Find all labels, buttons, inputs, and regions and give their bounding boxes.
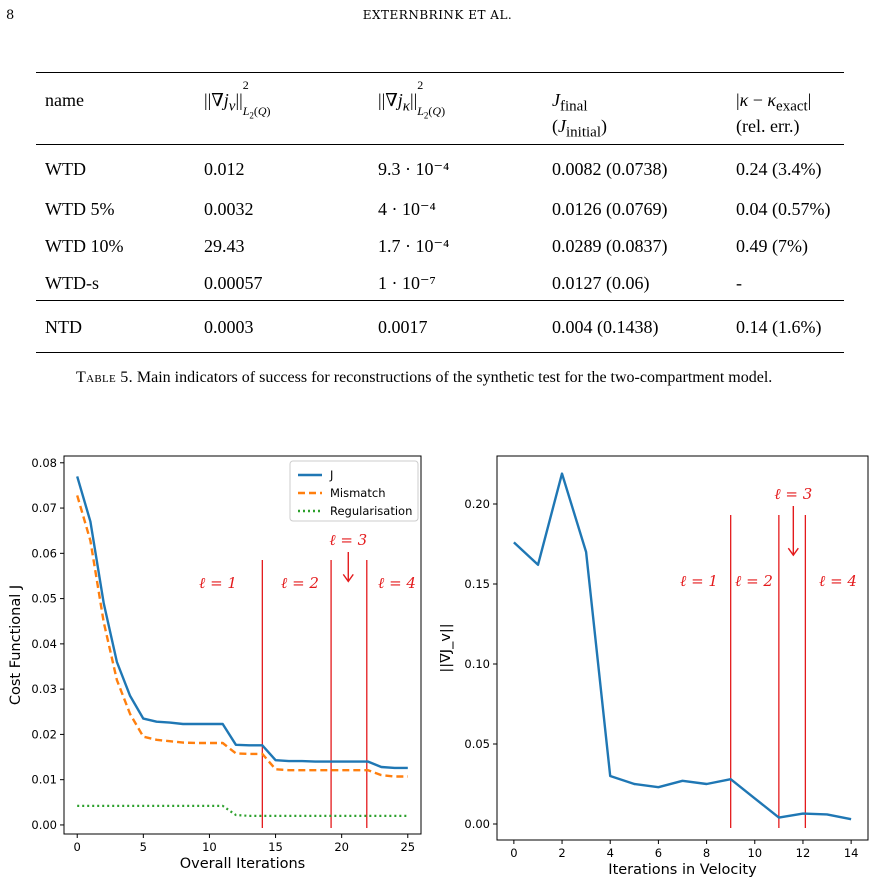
legend-label: Mismatch — [330, 486, 385, 500]
legend-label: J — [329, 468, 333, 482]
y-tick-label: 0.04 — [31, 637, 57, 651]
caption-text: Main indicators of success for reconstru… — [136, 369, 773, 386]
x-tick-label: 25 — [400, 840, 415, 854]
cell-grad-jv: 29.43 — [204, 235, 245, 256]
level-label: ℓ = 4 — [378, 574, 416, 592]
level-label: ℓ = 3 — [774, 485, 812, 503]
cell-j: 0.004 (0.1438) — [543, 300, 727, 353]
cell-grad-jv: 0.0003 — [195, 300, 369, 353]
cell-grad-jv: 0.00057 — [204, 272, 263, 293]
cell-name: WTD — [45, 159, 86, 179]
cell-grad-jv: 0.0032 — [204, 198, 254, 219]
results-table: name ||∇jv|| 2 L2(Q) ||∇jκ|| 2 L2(Q) Jfinal(… — [36, 72, 844, 353]
level-label: ℓ = 1 — [199, 574, 237, 592]
x-tick-label: 8 — [703, 846, 710, 860]
table-caption: Table 5. Main indicators of success for … — [76, 367, 816, 389]
y-tick-label: 0.05 — [31, 592, 57, 606]
legend-label: Regularisation — [330, 504, 412, 518]
table-row: WTD 0.012 9.3 · 10⁻⁴ 0.0082 (0.0738) 0.2… — [36, 145, 844, 190]
cell-grad-jk: 0.0017 — [369, 300, 543, 353]
cell-kappa: 0.04 (0.57%) — [736, 198, 831, 219]
x-axis-label: Overall Iterations — [180, 856, 306, 872]
gradient-velocity-chart: 0 2 4 6 8 10 12 14 0.00 0.05 0.10 0.15 0.20 Iteration… — [440, 455, 869, 878]
cell-grad-jk: 1.7 · 10⁻⁴ — [378, 235, 450, 256]
cell-kappa: 0.49 (7%) — [736, 235, 808, 256]
col-header-grad-jv: ||∇jv|| 2 L2(Q) — [195, 72, 369, 145]
cell-grad-jk: 4 · 10⁻⁴ — [378, 198, 436, 219]
x-tick-label: 0 — [74, 840, 81, 854]
cell-name: WTD-s — [45, 272, 99, 293]
y-axis-label: Cost Functional J — [8, 585, 24, 705]
x-tick-label: 12 — [796, 846, 811, 860]
table-row: WTD-s 0.00057 1 · 10⁻⁷ 0.0127 (0.06) - — [36, 264, 844, 301]
cell-j: 0.0289 (0.0837) — [552, 235, 668, 256]
y-tick-label: 0.06 — [31, 546, 57, 560]
cost-functional-chart: 0 5 10 15 20 25 0.00 0.01 0.02 0.03 0.04 0.05 0.06 0.… — [8, 455, 422, 872]
series-line-j — [76, 476, 408, 770]
x-tick-label: 5 — [140, 840, 147, 854]
table-row: WTD 5% 0.0032 4 · 10⁻⁴ 0.0126 (0.0769) 0… — [36, 190, 844, 227]
y-tick-label: 0.02 — [31, 727, 57, 741]
series-line-regularisation — [77, 804, 408, 817]
x-tick-label: 14 — [844, 846, 859, 860]
running-head-title: EXTERNBRINK ET AL. — [362, 8, 513, 22]
y-axis-label: ||∇J_v|| — [440, 623, 454, 672]
cell-name: WTD 5% — [45, 198, 115, 219]
col-header-name: name — [36, 72, 195, 145]
cell-kappa: 0.14 (1.6%) — [727, 300, 844, 353]
level-label: ℓ = 4 — [819, 572, 857, 590]
x-tick-label: 10 — [202, 840, 217, 854]
table-header-row: name ||∇jv|| 2 L2(Q) ||∇jκ|| 2 L2(Q) Jfinal(… — [36, 72, 844, 145]
y-tick-label: 0.20 — [464, 497, 490, 511]
y-tick-label: 0.07 — [31, 501, 57, 515]
y-tick-label: 0.00 — [464, 817, 490, 831]
x-tick-label: 0 — [510, 846, 517, 860]
y-tick-label: 0.15 — [464, 577, 490, 591]
cell-j: 0.0082 (0.0738) — [552, 159, 668, 179]
plot-frame — [63, 455, 422, 835]
x-tick-label: 20 — [334, 840, 349, 854]
table-row: NTD 0.0003 0.0017 0.004 (0.1438) 0.14 (1… — [36, 300, 844, 353]
cell-name: WTD 10% — [45, 235, 124, 256]
col-header-kappa-error: |κ − κexact| (rel. err.) — [727, 72, 844, 145]
series-line-grad-jv — [513, 472, 852, 821]
cell-grad-jk: 9.3 · 10⁻⁴ — [378, 159, 450, 179]
x-tick-label: 15 — [268, 840, 283, 854]
page-number: 8 — [6, 8, 15, 23]
cell-j: 0.0126 (0.0769) — [552, 198, 668, 219]
level-label: ℓ = 3 — [329, 531, 367, 549]
col-header-grad-jk: ||∇jκ|| 2 L2(Q) — [369, 72, 543, 145]
x-tick-label: 10 — [747, 846, 762, 860]
x-tick-label: 2 — [558, 846, 565, 860]
y-tick-label: 0.03 — [31, 682, 57, 696]
level-label: ℓ = 1 — [680, 572, 718, 590]
plot-frame — [496, 455, 869, 841]
caption-label: Table 5. — [76, 369, 133, 386]
series-line-mismatch — [76, 495, 408, 778]
y-tick-label: 0.00 — [31, 818, 57, 832]
cell-kappa: - — [736, 272, 742, 293]
y-tick-label: 0.05 — [464, 737, 490, 751]
level-label: ℓ = 2 — [735, 572, 773, 590]
y-tick-label: 0.08 — [31, 456, 57, 470]
annotation-arrow-head — [342, 573, 354, 583]
running-header: 8 EXTERNBRINK ET AL. — [0, 8, 875, 28]
x-tick-label: 6 — [655, 846, 662, 860]
table-row: WTD 10% 29.43 1.7 · 10⁻⁴ 0.0289 (0.0837)… — [36, 227, 844, 264]
cell-name: NTD — [36, 300, 195, 353]
y-tick-label: 0.01 — [31, 773, 57, 787]
level-label: ℓ = 2 — [281, 574, 319, 592]
cell-grad-jk: 1 · 10⁻⁷ — [378, 272, 436, 293]
cell-kappa: 0.24 (3.4%) — [736, 159, 822, 179]
y-tick-label: 0.10 — [464, 657, 490, 671]
x-axis-label: Iterations in Velocity — [608, 862, 757, 878]
cell-j: 0.0127 (0.06) — [552, 272, 650, 293]
annotation-arrow-head — [787, 547, 799, 557]
x-tick-label: 4 — [607, 846, 614, 860]
col-header-j-final: Jfinal (Jinitial) — [543, 72, 727, 145]
cell-grad-jv: 0.012 — [204, 159, 245, 179]
